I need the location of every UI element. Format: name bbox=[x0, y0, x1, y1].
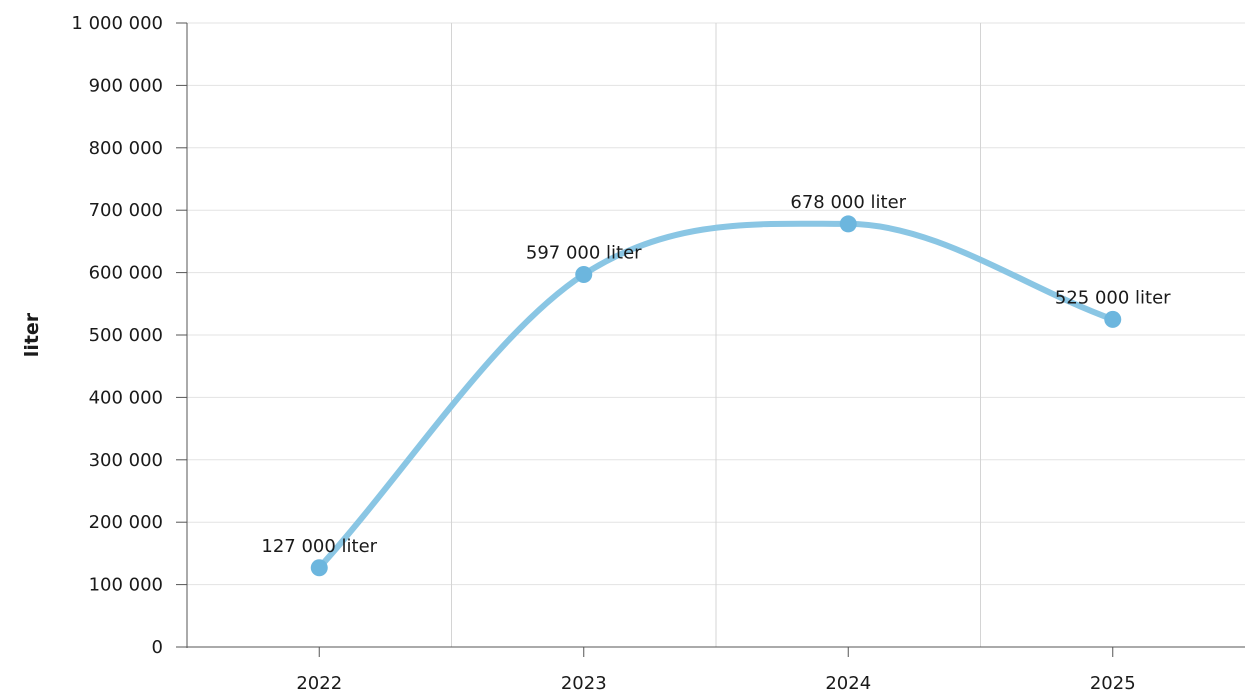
y-tick-label: 700 000 bbox=[89, 200, 163, 221]
data-point bbox=[839, 215, 857, 233]
y-tick-label: 200 000 bbox=[89, 512, 163, 533]
y-tick-label: 1 000 000 bbox=[71, 13, 163, 34]
y-axis-ticks: 0 100 000 200 000 300 000 400 000 500 000 600 … bbox=[71, 13, 187, 658]
data-labels: 127 000 liter 597 000 liter 678 000 liter 5… bbox=[261, 192, 1171, 557]
x-axis-ticks: 2022 2023 2024 2025 bbox=[296, 647, 1136, 693]
x-tick-label: 2022 bbox=[296, 673, 342, 693]
y-tick-label: 500 000 bbox=[89, 325, 163, 346]
y-tick-label: 100 000 bbox=[89, 575, 163, 596]
x-tick-label: 2025 bbox=[1090, 673, 1136, 693]
y-tick-label: 300 000 bbox=[89, 450, 163, 471]
y-tick-label: 600 000 bbox=[89, 263, 163, 284]
y-tick-label: 400 000 bbox=[89, 387, 163, 408]
y-axis-title: liter bbox=[21, 312, 43, 357]
data-label: 127 000 liter bbox=[261, 536, 377, 557]
y-tick-label: 900 000 bbox=[89, 75, 163, 96]
data-points bbox=[310, 215, 1122, 577]
data-label: 678 000 liter bbox=[790, 192, 906, 213]
y-tick-label: 800 000 bbox=[89, 138, 163, 159]
y-tick-label: 0 bbox=[152, 637, 163, 658]
data-point bbox=[1104, 310, 1122, 328]
series-group bbox=[316, 220, 1116, 571]
data-label: 597 000 liter bbox=[526, 242, 642, 263]
x-tick-label: 2023 bbox=[561, 673, 607, 693]
data-point bbox=[575, 265, 593, 283]
x-tick-label: 2024 bbox=[825, 673, 871, 693]
data-point bbox=[310, 559, 328, 577]
data-label: 525 000 liter bbox=[1055, 287, 1171, 308]
series-line bbox=[316, 220, 1116, 571]
vertical-gridlines bbox=[451, 23, 981, 647]
